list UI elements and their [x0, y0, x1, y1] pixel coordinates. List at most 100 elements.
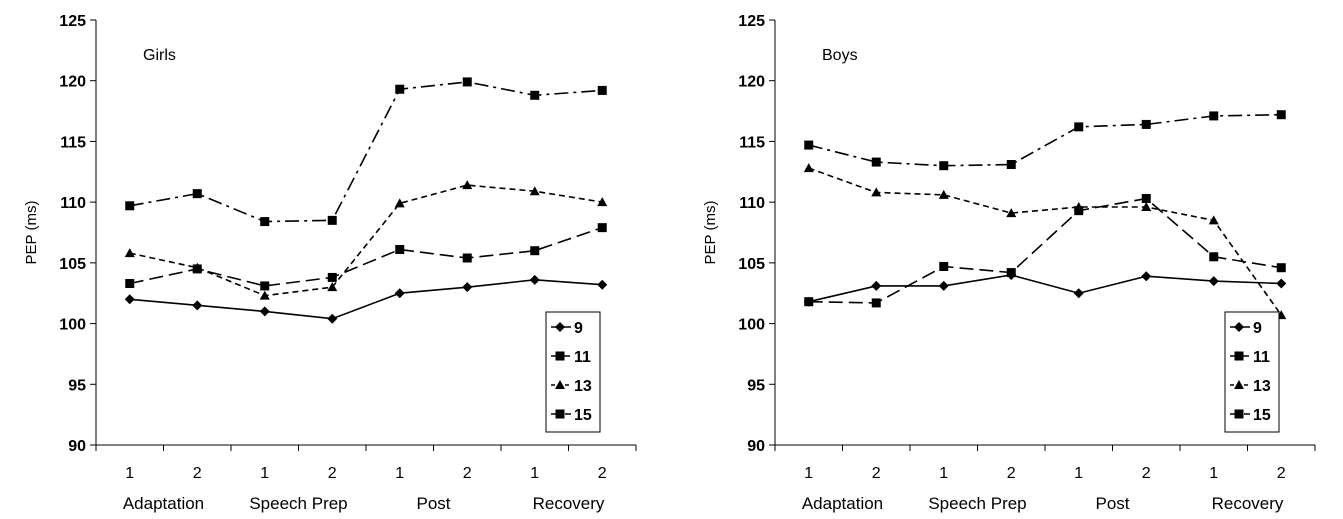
boys-series-point [1074, 122, 1084, 132]
girls-series-point [597, 223, 607, 233]
girls-series-point [124, 294, 135, 305]
girls-series-point [394, 288, 405, 299]
girls-series-point [462, 180, 473, 190]
girls-x-tick-label: 1 [530, 465, 539, 482]
boys-legend-box [1224, 311, 1280, 433]
girls-legend: 9 11 13 15 [545, 311, 601, 433]
girls-series-15 [125, 77, 607, 227]
girls-y-tick-label: 115 [60, 134, 86, 151]
boys-x-group-label: Post [1095, 494, 1129, 513]
boys-series-13 [803, 163, 1287, 320]
boys-series-point [804, 297, 814, 307]
boys-series-point [1006, 160, 1016, 169]
girls-x-tick-label: 1 [125, 465, 134, 482]
girls-series-point [260, 217, 270, 227]
girls-x-tick-label: 2 [328, 465, 337, 482]
girls-y-tick-label: 125 [59, 13, 86, 30]
girls-x-group-label: Post [416, 494, 450, 513]
boys-y-tick-label: 125 [738, 13, 765, 30]
boys-series-point [939, 262, 949, 271]
girls-series-point [125, 201, 135, 211]
boys-legend: 9 11 13 15 [1224, 311, 1280, 433]
boys-x-tick-label: 2 [1277, 465, 1286, 482]
boys-series-point [871, 157, 881, 167]
girls-series-point [327, 215, 337, 225]
boys-series-point [1006, 268, 1016, 278]
girls-series-point [327, 313, 338, 324]
boys-series-point [1141, 194, 1151, 203]
boys-y-tick-label: 115 [739, 134, 765, 151]
boys-y-tick-label: 110 [739, 195, 765, 212]
girls-legend-marker [555, 409, 565, 419]
boys-series-point [871, 187, 882, 197]
boys-series-15 [804, 110, 1286, 171]
girls-x-tick-label: 2 [463, 465, 472, 482]
girls-series-point [125, 279, 135, 288]
girls-x-tick-label: 1 [260, 465, 269, 482]
girls-y-tick-label: 90 [68, 438, 86, 455]
boys-y-tick-label: 100 [738, 317, 765, 334]
boys-series-line [808, 113, 1282, 167]
boys-legend-label: 13 [1253, 378, 1271, 395]
boys-legend-marker [1234, 409, 1244, 419]
boys-x-tick-label: 2 [1007, 465, 1016, 482]
girls-y-tick-label: 120 [59, 74, 86, 91]
boys-x-group-label: Adaptation [802, 494, 883, 513]
boys-y-tick-label: 90 [747, 438, 765, 455]
girls-series-point [192, 262, 203, 272]
boys-series-point [938, 280, 949, 291]
boys-series-point [1276, 263, 1286, 273]
boys-series-point [1208, 215, 1219, 225]
boys-panel-title: Boys [822, 47, 858, 64]
girls-legend-label: 9 [574, 320, 583, 337]
girls-legend-marker [555, 351, 565, 361]
boys-x-group-label: Speech Prep [928, 494, 1026, 513]
girls-y-tick-label: 95 [68, 377, 86, 394]
girls-series-13 [124, 180, 608, 300]
girls-series-line [129, 279, 603, 320]
boys-series-point [871, 280, 882, 291]
girls-panel-title: Girls [143, 47, 176, 64]
girls-series-line [129, 81, 603, 223]
boys-x-tick-label: 2 [872, 465, 881, 482]
girls-series-point [597, 197, 608, 207]
boys-series-point [871, 298, 881, 308]
girls-y-tick-label: 110 [60, 195, 86, 212]
boys-series-point [1276, 278, 1287, 289]
girls-series-point [395, 245, 405, 254]
girls-series-point [394, 198, 405, 208]
girls-series-point [529, 274, 540, 285]
girls-series-point [259, 290, 270, 300]
boys-series-point [1141, 271, 1152, 282]
girls-x-tick-label: 1 [395, 465, 404, 482]
boys-legend-label: 9 [1253, 320, 1262, 337]
boys-x-tick-label: 1 [1209, 465, 1218, 482]
girls-legend-label: 15 [574, 407, 592, 424]
girls-series-point [597, 85, 607, 95]
boys-x-tick-label: 2 [1142, 465, 1151, 482]
girls-legend-marker [555, 380, 565, 389]
boys-series-point [938, 189, 949, 199]
boys-series-point [1276, 110, 1286, 120]
girls-x-tick-label: 2 [598, 465, 607, 482]
boys-series-point [1141, 119, 1151, 129]
boys-legend-marker [1234, 380, 1244, 389]
boys-y-tick-label: 95 [747, 377, 765, 394]
girls-series-point [462, 282, 473, 293]
girls-legend-label: 13 [574, 378, 592, 395]
boys-chart: 90 95 100 105 110 115 120 125 1 2 1 2 1 2 1 2 Adaptation… [702, 13, 1316, 513]
boys-series-line [808, 197, 1282, 304]
girls-series-point [260, 281, 270, 291]
boys-series-point [1006, 208, 1017, 218]
girls-series-point [124, 248, 135, 258]
boys-x-tick-label: 1 [804, 465, 813, 482]
girls-x-group-label: Adaptation [123, 494, 204, 513]
girls-y-tick-label: 105 [59, 256, 86, 273]
boys-series-line [808, 274, 1282, 303]
girls-series-point [327, 282, 338, 292]
girls-series-point [192, 189, 202, 199]
boys-legend-marker [1234, 322, 1244, 332]
girls-legend-marker [555, 322, 565, 332]
girls-legend-label: 11 [574, 349, 591, 366]
girls-series-point [259, 306, 270, 317]
